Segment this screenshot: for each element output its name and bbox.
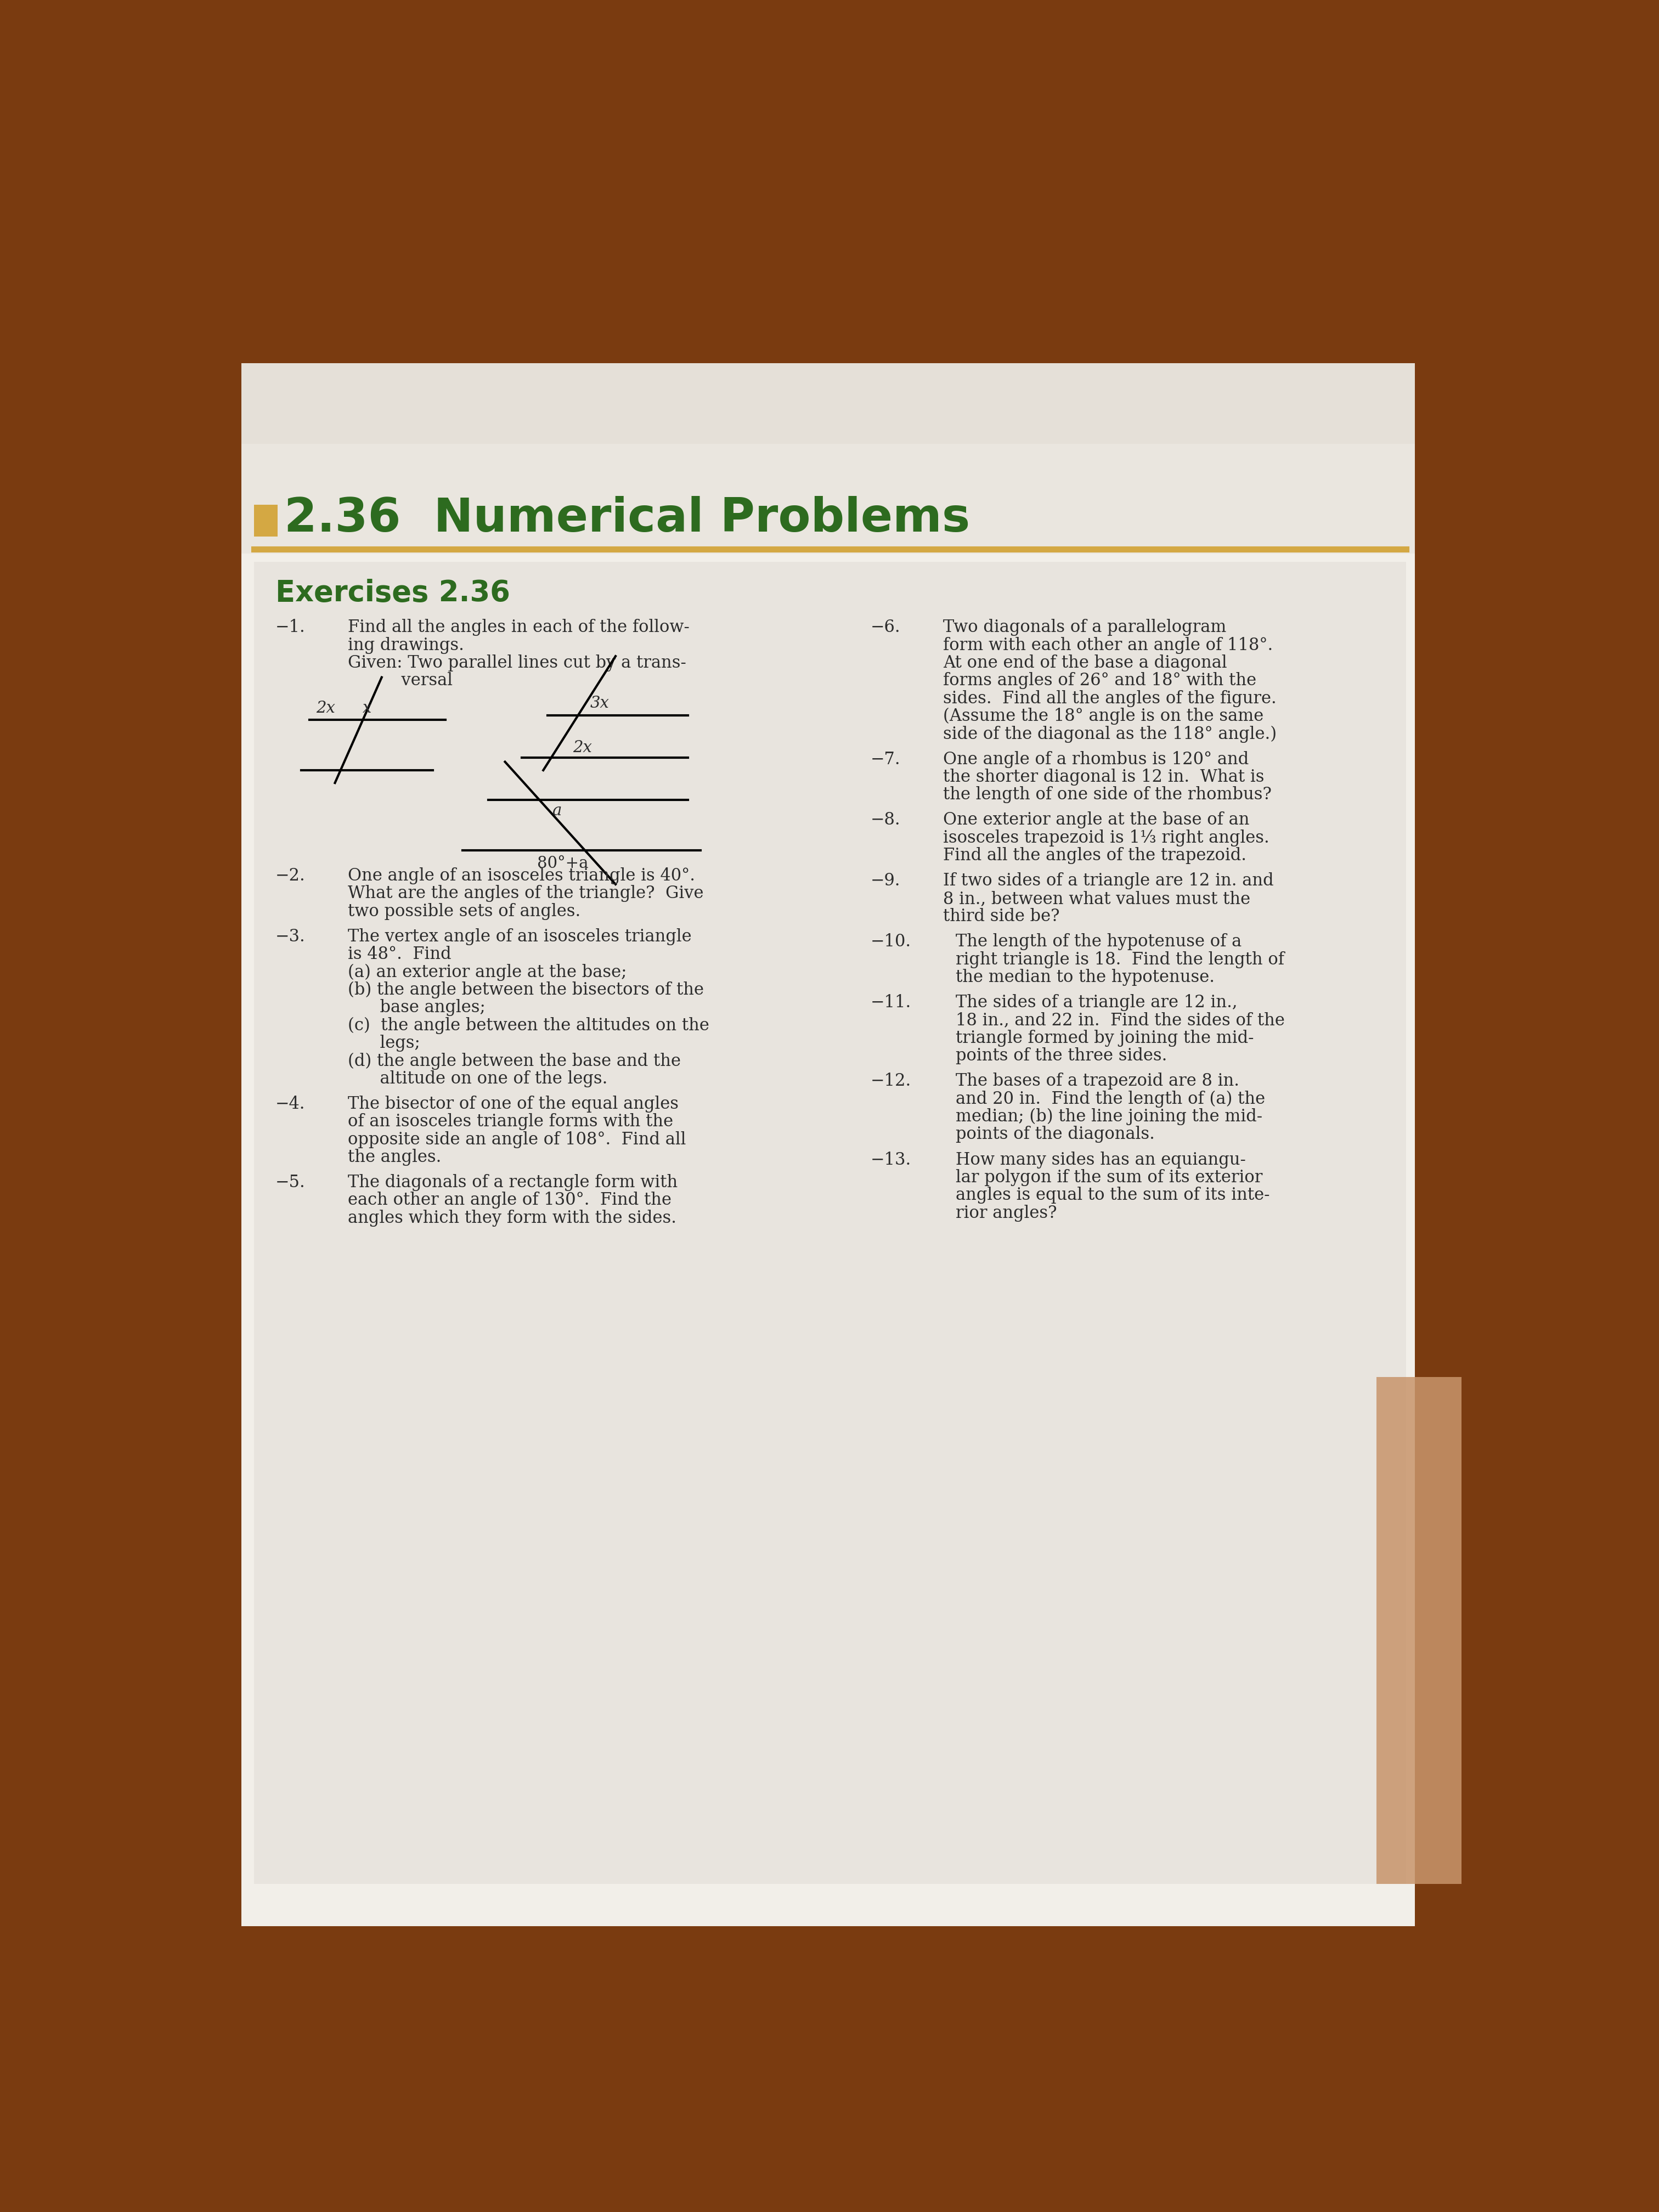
- Text: 18 in., and 22 in.  Find the sides of the: 18 in., and 22 in. Find the sides of the: [956, 1011, 1284, 1029]
- Bar: [207, 265, 1493, 449]
- Text: −6.: −6.: [871, 619, 901, 637]
- Text: At one end of the base a diagonal: At one end of the base a diagonal: [942, 655, 1228, 672]
- Bar: [242, 363, 1415, 491]
- Text: The sides of a triangle are 12 in.,: The sides of a triangle are 12 in.,: [956, 993, 1238, 1011]
- Text: x: x: [363, 701, 372, 717]
- Text: The diagonals of a rectangle form with: The diagonals of a rectangle form with: [348, 1175, 677, 1190]
- Text: points of the diagonals.: points of the diagonals.: [956, 1126, 1155, 1144]
- Text: The bisector of one of the equal angles: The bisector of one of the equal angles: [348, 1095, 679, 1113]
- Text: How many sides has an equiangu-: How many sides has an equiangu-: [956, 1150, 1246, 1168]
- Text: the length of one side of the rhombus?: the length of one side of the rhombus?: [942, 785, 1271, 803]
- Bar: [1377, 1378, 1462, 1885]
- Text: third side be?: third side be?: [942, 907, 1060, 925]
- Text: (Assume the 18° angle is on the same: (Assume the 18° angle is on the same: [942, 708, 1264, 726]
- Text: −8.: −8.: [871, 812, 901, 830]
- Text: 2.36  Numerical Problems: 2.36 Numerical Problems: [284, 495, 971, 542]
- Text: 80°+a: 80°+a: [538, 856, 589, 872]
- Text: base angles;: base angles;: [348, 1000, 486, 1015]
- Text: −5.: −5.: [275, 1175, 305, 1190]
- Text: −12.: −12.: [871, 1073, 911, 1091]
- Text: the shorter diagonal is 12 in.  What is: the shorter diagonal is 12 in. What is: [942, 768, 1264, 785]
- Text: angles which they form with the sides.: angles which they form with the sides.: [348, 1210, 677, 1228]
- Text: median; (b) the line joining the mid-: median; (b) the line joining the mid-: [956, 1108, 1262, 1126]
- Text: side of the diagonal as the 118° angle.): side of the diagonal as the 118° angle.): [942, 726, 1276, 743]
- Text: versal: versal: [348, 672, 453, 690]
- Text: triangle formed by joining the mid-: triangle formed by joining the mid-: [956, 1029, 1254, 1046]
- Text: 2x: 2x: [315, 701, 335, 717]
- Text: and 20 in.  Find the length of (a) the: and 20 in. Find the length of (a) the: [956, 1091, 1266, 1108]
- Text: The length of the hypotenuse of a: The length of the hypotenuse of a: [956, 933, 1241, 951]
- Text: (d) the angle between the base and the: (d) the angle between the base and the: [348, 1053, 680, 1071]
- Text: 2x: 2x: [572, 741, 592, 757]
- Text: −10.: −10.: [871, 933, 911, 951]
- Text: form with each other an angle of 118°.: form with each other an angle of 118°.: [942, 637, 1272, 655]
- Text: forms angles of 26° and 18° with the: forms angles of 26° and 18° with the: [942, 672, 1256, 690]
- Text: opposite side an angle of 108°.  Find all: opposite side an angle of 108°. Find all: [348, 1130, 685, 1148]
- Text: Two diagonals of a parallelogram: Two diagonals of a parallelogram: [942, 619, 1226, 637]
- Text: (a) an exterior angle at the base;: (a) an exterior angle at the base;: [348, 964, 627, 980]
- Text: the angles.: the angles.: [348, 1148, 441, 1166]
- Text: −13.: −13.: [871, 1150, 911, 1168]
- Text: of an isosceles triangle forms with the: of an isosceles triangle forms with the: [348, 1113, 674, 1130]
- Text: rior angles?: rior angles?: [956, 1206, 1057, 1221]
- Text: angles is equal to the sum of its inte-: angles is equal to the sum of its inte-: [956, 1188, 1269, 1203]
- Text: −2.: −2.: [275, 867, 305, 885]
- Text: 8 in., between what values must the: 8 in., between what values must the: [942, 889, 1251, 907]
- Text: The vertex angle of an isosceles triangle: The vertex angle of an isosceles triangl…: [348, 929, 692, 945]
- Text: isosceles trapezoid is 1⅓ right angles.: isosceles trapezoid is 1⅓ right angles.: [942, 830, 1269, 847]
- Text: Given: Two parallel lines cut by a trans-: Given: Two parallel lines cut by a trans…: [348, 655, 687, 672]
- Text: One angle of a rhombus is 120° and: One angle of a rhombus is 120° and: [942, 750, 1249, 768]
- Text: −4.: −4.: [275, 1095, 305, 1113]
- Text: a: a: [552, 803, 561, 818]
- Text: The bases of a trapezoid are 8 in.: The bases of a trapezoid are 8 in.: [956, 1073, 1239, 1091]
- Text: What are the angles of the triangle?  Give: What are the angles of the triangle? Giv…: [348, 885, 703, 902]
- Text: each other an angle of 130°.  Find the: each other an angle of 130°. Find the: [348, 1192, 672, 1208]
- Text: right triangle is 18.  Find the length of: right triangle is 18. Find the length of: [956, 951, 1284, 969]
- Bar: [254, 504, 277, 538]
- Text: points of the three sides.: points of the three sides.: [956, 1046, 1166, 1064]
- Text: the median to the hypotenuse.: the median to the hypotenuse.: [956, 969, 1214, 987]
- Text: is 48°.  Find: is 48°. Find: [348, 947, 451, 962]
- Text: Find all the angles in each of the follow-: Find all the angles in each of the follo…: [348, 619, 690, 637]
- Text: ing drawings.: ing drawings.: [348, 637, 465, 655]
- Text: −11.: −11.: [871, 993, 911, 1011]
- Bar: [242, 445, 1415, 553]
- Text: −7.: −7.: [871, 750, 901, 768]
- Text: sides.  Find all the angles of the figure.: sides. Find all the angles of the figure…: [942, 690, 1276, 708]
- Text: altitude on one of the legs.: altitude on one of the legs.: [348, 1071, 607, 1086]
- Text: Find all the angles of the trapezoid.: Find all the angles of the trapezoid.: [942, 847, 1246, 865]
- Text: (b) the angle between the bisectors of the: (b) the angle between the bisectors of t…: [348, 982, 703, 998]
- Text: −3.: −3.: [275, 929, 305, 945]
- Text: legs;: legs;: [348, 1035, 420, 1051]
- Text: (c)  the angle between the altitudes on the: (c) the angle between the altitudes on t…: [348, 1018, 708, 1033]
- Text: two possible sets of angles.: two possible sets of angles.: [348, 902, 581, 920]
- Bar: [254, 562, 1407, 1885]
- Text: One angle of an isosceles triangle is 40°.: One angle of an isosceles triangle is 40…: [348, 867, 695, 885]
- Text: lar polygon if the sum of its exterior: lar polygon if the sum of its exterior: [956, 1168, 1262, 1186]
- Text: Exercises 2.36: Exercises 2.36: [275, 580, 511, 608]
- Text: −1.: −1.: [275, 619, 305, 637]
- Text: One exterior angle at the base of an: One exterior angle at the base of an: [942, 812, 1249, 830]
- Text: 3x: 3x: [591, 697, 609, 710]
- Text: −9.: −9.: [871, 872, 901, 889]
- Text: If two sides of a triangle are 12 in. and: If two sides of a triangle are 12 in. an…: [942, 872, 1274, 889]
